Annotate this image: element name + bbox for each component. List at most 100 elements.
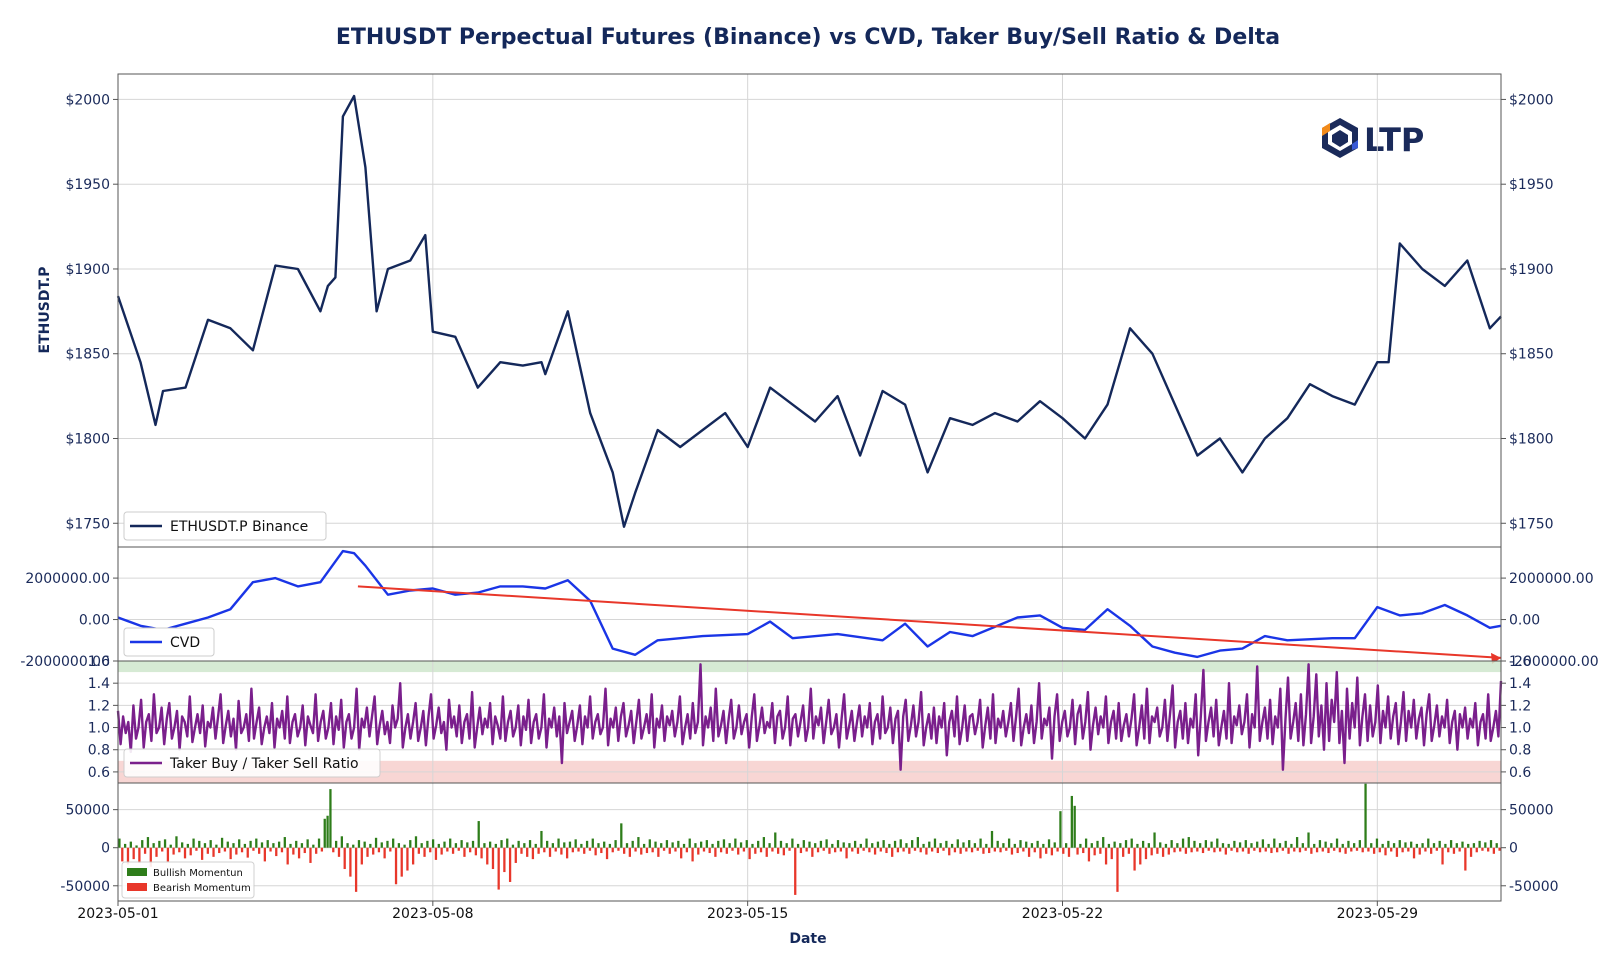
bearish-bar: [628, 847, 631, 857]
bullish-bar: [1438, 840, 1441, 848]
bearish-bar: [1184, 847, 1188, 854]
bearish-bar: [143, 847, 147, 854]
bearish-bar: [1412, 847, 1416, 859]
bullish-bar: [859, 843, 862, 848]
bearish-bar: [1150, 847, 1153, 856]
bullish-bar: [722, 839, 726, 848]
bearish-bar: [1190, 847, 1193, 853]
bearish-bar: [1452, 847, 1456, 854]
bullish-bar: [1124, 840, 1128, 848]
bearish-bar: [235, 847, 238, 855]
bullish-bar: [409, 840, 412, 848]
bullish-bar: [1410, 841, 1413, 848]
legend-box: [121, 861, 255, 899]
bearish-bar: [309, 847, 312, 863]
bullish-bar: [842, 842, 845, 848]
bullish-bar: [585, 840, 589, 848]
bullish-bar: [123, 843, 127, 848]
bearish-bar: [896, 847, 900, 853]
bearish-bar: [474, 847, 478, 856]
bullish-bar: [306, 839, 309, 848]
bullish-bar: [403, 844, 406, 848]
bearish-bar: [429, 847, 432, 853]
bearish-bar: [731, 847, 734, 851]
bearish-bar: [1270, 847, 1273, 854]
bearish-bar: [680, 847, 683, 859]
bearish-bar: [166, 847, 170, 862]
bullish-bar: [1070, 795, 1073, 848]
bullish-bar: [1444, 843, 1447, 848]
bullish-bar: [853, 840, 857, 848]
y-tick-label-left: 0.6: [88, 765, 110, 781]
y-tick-label-left: -2000000.00: [20, 654, 110, 670]
bearish-bar: [1039, 847, 1042, 859]
bearish-bar: [1487, 847, 1490, 852]
bearish-bar: [269, 847, 272, 852]
bullish-bar: [825, 839, 828, 848]
bullish-bar: [1181, 838, 1185, 848]
bearish-bar: [1333, 847, 1336, 851]
bearish-bar: [594, 847, 597, 856]
bullish-bar: [739, 842, 743, 848]
y-tick-label-left: 0.8: [88, 743, 110, 759]
y-tick-label-right: $1950: [1509, 177, 1554, 193]
bearish-bar: [1475, 847, 1478, 853]
bullish-bar: [779, 840, 783, 848]
bullish-bar: [1244, 840, 1247, 848]
bullish-bar: [1313, 843, 1316, 848]
y-tick-label-left: $1950: [65, 177, 110, 193]
bearish-bar: [1247, 847, 1250, 854]
bearish-bar: [132, 847, 135, 860]
bearish-bar: [1045, 847, 1048, 854]
bearish-bar: [138, 847, 141, 863]
bullish-bar: [876, 841, 880, 848]
bullish-bar: [1398, 840, 1401, 848]
legend-label-bullish: Bullish Momentun: [153, 868, 243, 879]
bullish-bar: [528, 840, 532, 848]
bearish-bar: [400, 847, 403, 877]
chart-title: ETHUSDT Perpectual Futures (Binance) vs …: [336, 25, 1280, 50]
bullish-bar: [808, 841, 811, 848]
bearish-bar: [1116, 847, 1119, 892]
bullish-bar: [426, 840, 429, 848]
bullish-bar: [1364, 783, 1367, 848]
bearish-bar: [275, 847, 278, 857]
bearish-bar: [1458, 847, 1461, 852]
bullish-bar: [1267, 843, 1270, 848]
bearish-bar: [1447, 847, 1450, 853]
bullish-bar: [911, 840, 914, 848]
bullish-bar: [694, 843, 697, 848]
bullish-bar: [357, 840, 361, 848]
bearish-bar: [1407, 847, 1410, 852]
y-tick-label-left: 2000000.00: [25, 571, 110, 587]
bearish-bar: [1338, 847, 1342, 853]
bullish-bar: [557, 838, 560, 848]
bearish-bar: [246, 847, 249, 858]
y-tick-label-left: 1.2: [88, 698, 110, 714]
bearish-bar: [919, 847, 922, 853]
bearish-bar: [902, 847, 905, 852]
bullish-bar: [129, 841, 132, 848]
bearish-bar: [1355, 847, 1359, 851]
y-tick-label-right: 0.8: [1509, 743, 1531, 759]
bearish-bar: [577, 847, 580, 852]
bullish-bar: [1495, 843, 1498, 848]
bearish-bar: [1010, 847, 1014, 855]
bullish-bar: [956, 839, 959, 848]
bearish-bar: [1344, 847, 1347, 854]
bullish-bar: [380, 842, 383, 848]
legend-box: [123, 627, 215, 657]
bearish-bar: [719, 847, 723, 853]
bullish-bar: [1007, 838, 1011, 848]
bullish-bar: [1079, 843, 1082, 848]
y-tick-label-right: $2000: [1509, 92, 1554, 108]
bullish-bar: [1013, 843, 1016, 848]
y-tick-label-right: -2000000.00: [1509, 654, 1599, 670]
bearish-bar: [1062, 847, 1065, 854]
bearish-bar: [697, 847, 700, 855]
bearish-bar: [1027, 847, 1031, 857]
bearish-bar: [457, 847, 460, 851]
bullish-bar: [933, 838, 937, 848]
y-tick-label-right: 0.6: [1509, 765, 1531, 781]
bullish-bar: [734, 838, 737, 848]
